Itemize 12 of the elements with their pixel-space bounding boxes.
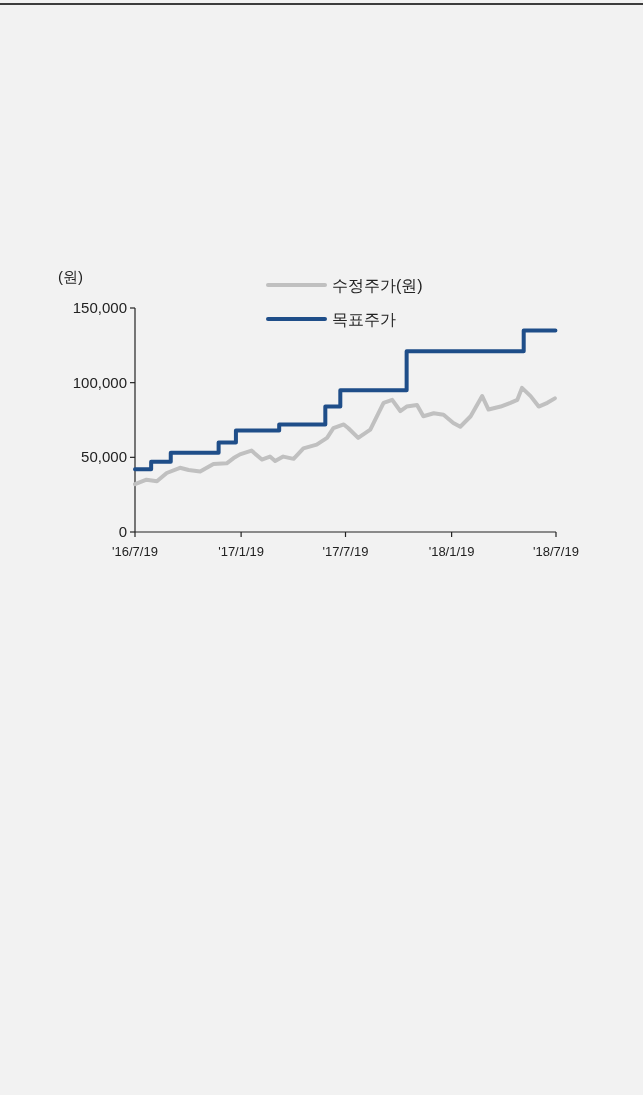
x-tick-label: '18/1/19	[428, 544, 475, 559]
y-tick-label: 150,000	[72, 299, 127, 316]
legend-label: 수정주가(원)	[332, 277, 423, 294]
y-tick-label: 50,000	[81, 448, 127, 466]
x-tick-label: '17/1/19	[218, 544, 265, 559]
x-tick-label: '16/7/19	[112, 544, 158, 559]
x-tick-label: '18/7/19	[533, 544, 579, 559]
legend-label: 목표주가	[332, 311, 396, 328]
y-tick-label: 0	[118, 523, 127, 540]
y-tick-label: 100,000	[72, 373, 127, 391]
y-axis-title: (원)	[58, 268, 83, 285]
x-tick-label: '17/7/19	[322, 544, 369, 559]
